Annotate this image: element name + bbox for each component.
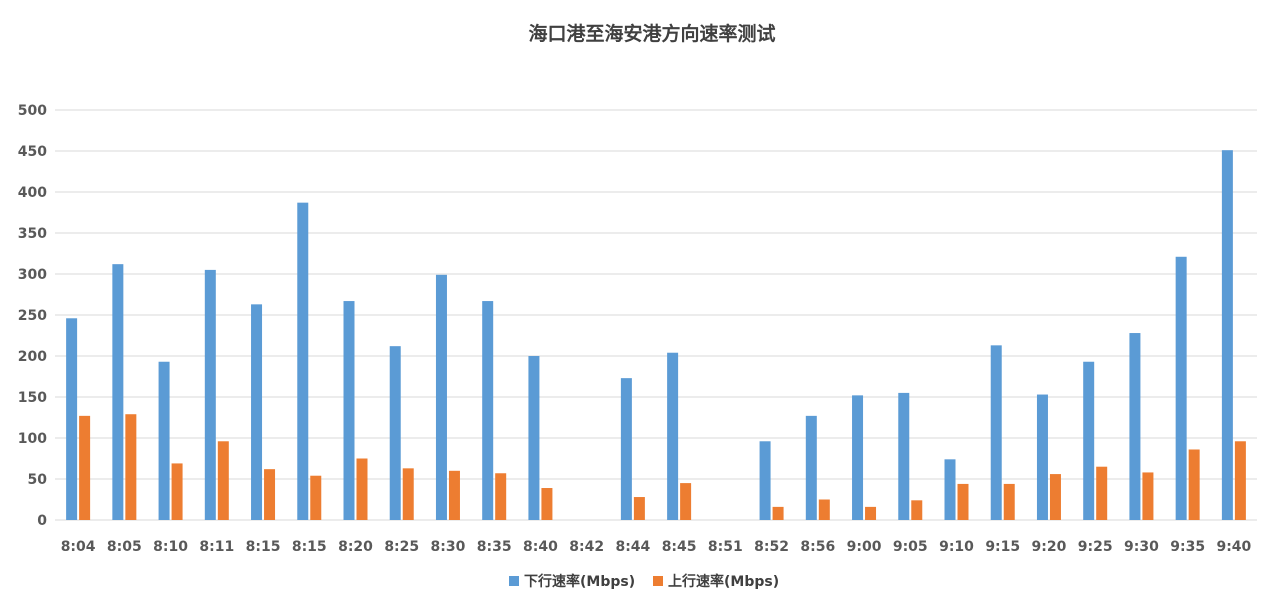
bar-downlink — [528, 356, 540, 520]
bar-downlink — [759, 441, 771, 520]
bar-uplink — [772, 506, 784, 520]
bar-uplink — [680, 483, 692, 520]
bar-uplink — [957, 483, 969, 520]
bar-downlink — [435, 274, 447, 520]
bar-uplink — [448, 470, 460, 520]
x-tick-label: 8:11 — [199, 539, 234, 555]
x-tick-label: 8:30 — [431, 539, 466, 555]
x-tick-label: 8:10 — [153, 539, 188, 555]
bar-downlink — [1221, 150, 1233, 520]
x-tick-label: 8:42 — [569, 539, 604, 555]
y-tick-label: 150 — [18, 390, 47, 406]
x-tick-label: 8:20 — [338, 539, 373, 555]
bar-downlink — [1175, 256, 1187, 520]
bar-uplink — [865, 506, 877, 520]
legend-swatch-downlink — [509, 576, 519, 586]
x-tick-label: 8:45 — [662, 539, 697, 555]
x-tick-label: 9:40 — [1216, 539, 1251, 555]
legend-label-uplink: 上行速率(Mbps) — [668, 573, 779, 590]
x-tick-label: 8:05 — [107, 539, 142, 555]
bar-downlink — [66, 318, 78, 520]
x-tick-label: 8:35 — [477, 539, 512, 555]
bar-downlink — [389, 346, 401, 520]
x-tick-label: 8:40 — [523, 539, 558, 555]
x-tick-label: 8:44 — [615, 539, 650, 555]
y-tick-label: 100 — [18, 431, 47, 447]
bar-downlink — [898, 392, 910, 520]
y-axis-ticks: 0 50 100 150 200 250 300 350 400 450 500 — [18, 103, 47, 529]
y-tick-label: 200 — [18, 349, 47, 365]
bar-uplink — [495, 473, 507, 520]
bar-downlink — [482, 301, 494, 520]
y-tick-label: 450 — [18, 144, 47, 160]
bar-uplink — [1142, 472, 1154, 520]
y-tick-label: 400 — [18, 185, 47, 201]
gridlines — [55, 109, 1257, 521]
bar-uplink — [217, 441, 229, 520]
bar-downlink — [297, 202, 309, 520]
bar-downlink — [620, 378, 632, 520]
bar-uplink — [1234, 441, 1246, 520]
bar-downlink — [805, 415, 817, 520]
bar-uplink — [1003, 483, 1015, 520]
legend-swatch-uplink — [653, 576, 663, 586]
bar-uplink — [125, 414, 137, 520]
bar-uplink — [911, 500, 923, 520]
bar-downlink — [1083, 361, 1095, 520]
bar-uplink — [310, 475, 322, 520]
bar-uplink — [818, 499, 830, 520]
y-tick-label: 500 — [18, 103, 47, 119]
x-axis-ticks: 8:04 8:05 8:10 8:11 8:15 8:15 8:20 8:25 8:30 8:35… — [61, 539, 1252, 555]
bar-downlink — [852, 395, 864, 520]
x-tick-label: 8:56 — [800, 539, 835, 555]
x-tick-label: 9:00 — [847, 539, 882, 555]
bar-downlink — [1036, 394, 1048, 520]
bar-uplink — [633, 497, 645, 520]
bar-uplink — [356, 458, 368, 520]
x-tick-label: 8:15 — [292, 539, 327, 555]
bar-downlink — [990, 345, 1002, 520]
chart-title: 海口港至海安港方向速率测试 — [528, 22, 775, 45]
bar-uplink — [402, 468, 414, 520]
x-tick-label: 8:52 — [754, 539, 789, 555]
bar-downlink — [251, 304, 263, 520]
x-tick-label: 9:05 — [893, 539, 928, 555]
y-tick-label: 350 — [18, 226, 47, 242]
bar-uplink — [1096, 466, 1108, 520]
bar-uplink — [171, 463, 183, 520]
bar-downlink — [112, 264, 124, 520]
y-tick-label: 250 — [18, 308, 47, 324]
legend-label-downlink: 下行速率(Mbps) — [524, 573, 635, 590]
bar-downlink — [158, 361, 170, 520]
y-tick-label: 300 — [18, 267, 47, 283]
y-tick-label: 0 — [37, 513, 47, 529]
bar-downlink — [204, 269, 216, 520]
bar-downlink — [944, 459, 956, 520]
x-tick-label: 9:15 — [985, 539, 1020, 555]
bar-downlink — [343, 301, 355, 520]
bar-uplink — [79, 415, 91, 520]
bar-uplink — [1188, 449, 1200, 520]
bars — [66, 150, 1246, 520]
x-tick-label: 9:25 — [1078, 539, 1113, 555]
bar-uplink — [541, 488, 553, 520]
x-tick-label: 9:30 — [1124, 539, 1159, 555]
legend: 下行速率(Mbps) 上行速率(Mbps) — [509, 573, 779, 590]
bar-uplink — [1049, 474, 1061, 520]
x-tick-label: 8:51 — [708, 539, 743, 555]
y-tick-label: 50 — [28, 472, 48, 488]
x-tick-label: 9:35 — [1170, 539, 1205, 555]
x-tick-label: 8:04 — [61, 539, 96, 555]
x-tick-label: 9:20 — [1032, 539, 1067, 555]
x-tick-label: 8:15 — [246, 539, 281, 555]
bar-downlink — [1129, 333, 1141, 520]
x-tick-label: 8:25 — [384, 539, 419, 555]
bar-downlink — [667, 352, 679, 520]
bar-uplink — [264, 469, 276, 520]
x-tick-label: 9:10 — [939, 539, 974, 555]
